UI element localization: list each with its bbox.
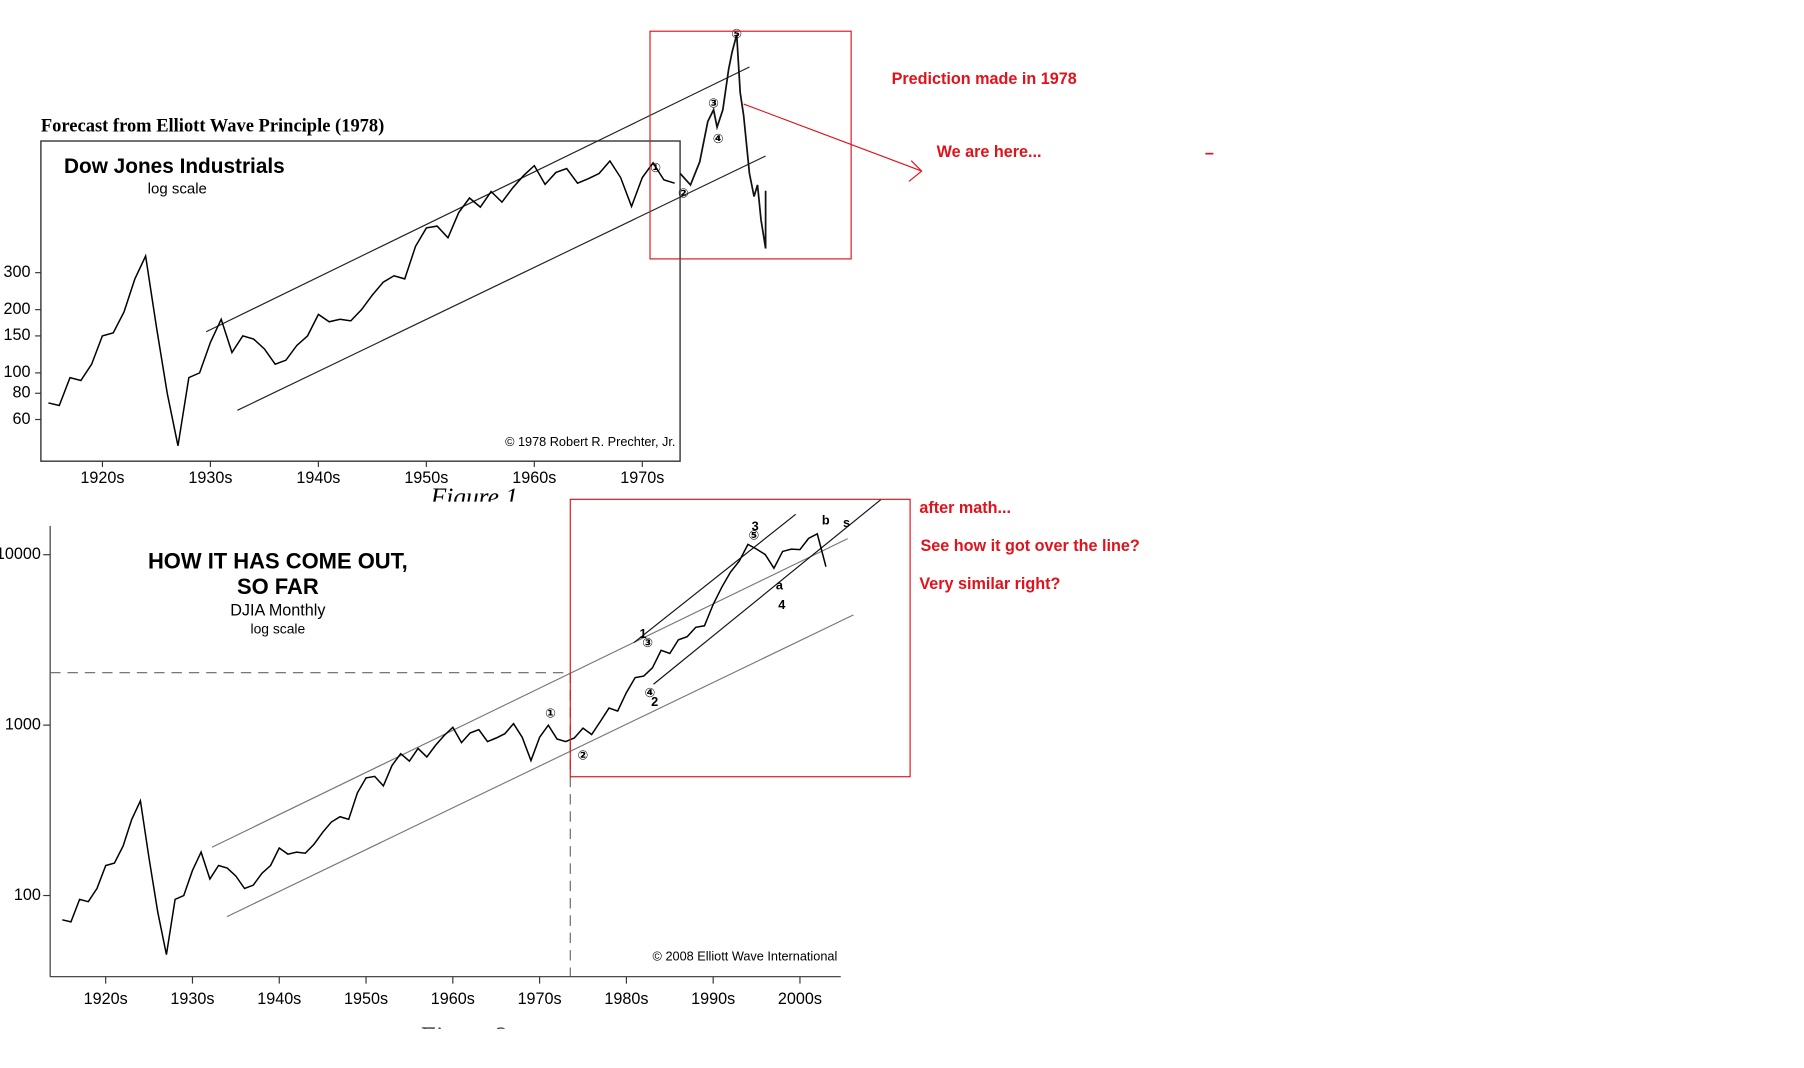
wave-label: 2 — [651, 694, 658, 709]
channel-line — [211, 538, 848, 848]
y-tick-label: 60 — [12, 410, 30, 428]
notes: Prediction made in 1978 We are here... – af… — [892, 70, 1214, 593]
wave-label: ② — [678, 186, 689, 201]
x-tick-label: 1930s — [188, 469, 232, 487]
wave-label: 1 — [640, 626, 647, 641]
channel-line — [226, 614, 854, 918]
y-tick-label: 300 — [4, 263, 31, 281]
chart-text: log scale — [148, 181, 207, 198]
chart-1: Forecast from Elliott Wave Principle (19… — [4, 26, 743, 487]
x-tick-label: 1920s — [84, 990, 128, 1008]
x-tick-label: 1990s — [691, 990, 735, 1008]
note: Prediction made in 1978 — [892, 70, 1077, 88]
x-tick-label: 1940s — [296, 469, 340, 487]
wave-label: ⑤ — [749, 528, 760, 543]
x-tick-label: 1930s — [170, 990, 214, 1008]
note: See how it got over the line? — [920, 537, 1139, 555]
chart-2: HOW IT HAS COME OUT,SO FAR DJIA Monthlylo… — [0, 513, 850, 1008]
wave-label: ④ — [713, 131, 724, 146]
note: – — [1205, 144, 1214, 162]
channel-line — [205, 66, 750, 333]
note: after math... — [919, 499, 1011, 517]
chart-text: © 2008 Elliott Wave International — [653, 948, 838, 963]
channel-line — [237, 155, 766, 411]
x-tick-label: 1960s — [431, 990, 475, 1008]
chart-text: HOW IT HAS COME OUT, — [148, 549, 408, 574]
wave-label: ③ — [708, 95, 719, 110]
wave-label: ① — [650, 160, 661, 175]
forecast-sketch — [679, 34, 767, 249]
y-tick-label: 200 — [4, 300, 31, 318]
wave-label: s — [843, 515, 850, 530]
x-tick-label: 1950s — [404, 469, 448, 487]
x-tick-label: 1970s — [518, 990, 562, 1008]
wave-label: 4 — [778, 597, 785, 612]
note: Very similar right? — [919, 575, 1060, 593]
x-tick-label: 2000s — [778, 990, 822, 1008]
chart-text: DJIA Monthly — [230, 602, 326, 620]
y-tick-label: 100 — [14, 886, 41, 904]
chart-text: SO FAR — [237, 574, 319, 599]
wave-label: a — [776, 577, 784, 592]
plot-frame — [40, 140, 681, 462]
wave-label: 3 — [752, 518, 759, 533]
wave-label: ① — [545, 706, 556, 721]
note: We are here... — [937, 143, 1042, 161]
highlight-box — [569, 498, 911, 778]
x-tick-label: 1960s — [512, 469, 556, 487]
y-tick-label: 10000 — [0, 545, 41, 563]
wave-label: ④ — [645, 685, 656, 700]
y-tick-label: 1000 — [5, 715, 41, 733]
wave-label: ③ — [642, 635, 653, 650]
x-tick-label: 1970s — [620, 469, 664, 487]
wave-label: ⑤ — [731, 26, 742, 41]
arrow-head — [908, 160, 923, 182]
x-tick-label: 1980s — [604, 990, 648, 1008]
x-tick-label: 1950s — [344, 990, 388, 1008]
channel-line — [633, 513, 797, 644]
crop — [0, 1028, 903, 1068]
y-tick-label: 100 — [4, 363, 31, 381]
price-line — [62, 532, 827, 955]
wave-label: b — [822, 513, 830, 528]
chart-text: Dow Jones Industrials — [64, 155, 285, 178]
x-tick-label: 1920s — [80, 469, 124, 487]
x-tick-label: 1940s — [257, 990, 301, 1008]
chart-text: Forecast from Elliott Wave Principle (19… — [41, 115, 384, 136]
price-line — [48, 159, 675, 446]
wave-label: ② — [578, 747, 589, 762]
chart-text: log scale — [250, 621, 305, 637]
y-tick-label: 150 — [4, 326, 31, 344]
chart-text: © 1978 Robert R. Prechter, Jr. — [505, 434, 675, 449]
arrow — [743, 103, 922, 172]
channel-line — [653, 498, 882, 685]
chart-background — [0, 501, 903, 1034]
y-tick-label: 80 — [12, 384, 30, 402]
